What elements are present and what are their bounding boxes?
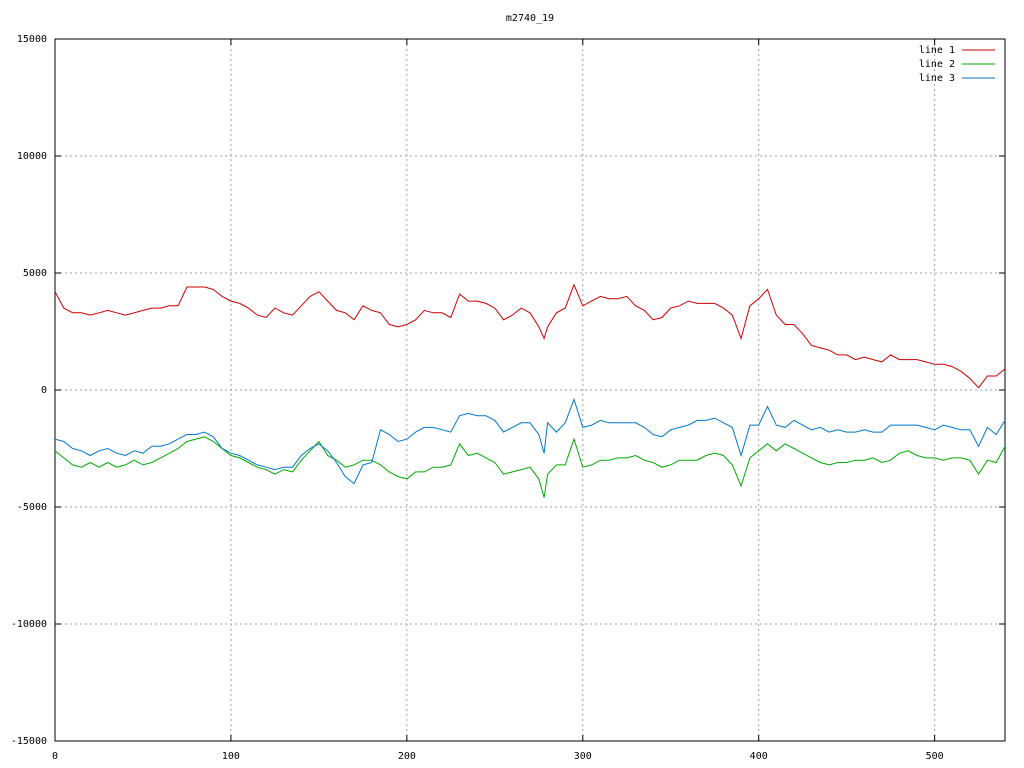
y-tick-label: 15000 — [17, 34, 47, 45]
legend-label: line 3 — [919, 73, 955, 84]
x-tick-label: 0 — [52, 751, 58, 762]
x-tick-label: 400 — [750, 751, 768, 762]
x-tick-label: 200 — [398, 751, 416, 762]
series-line — [54, 397, 1006, 485]
y-tick-label: -10000 — [11, 619, 47, 630]
y-tick-label: 5000 — [23, 268, 47, 279]
x-tick-label: 300 — [574, 751, 592, 762]
legend-label: line 1 — [919, 45, 955, 56]
legend-label: line 2 — [919, 59, 955, 70]
y-tick-label: -15000 — [11, 736, 47, 747]
y-tick-label: -5000 — [17, 502, 47, 513]
y-tick-label: 10000 — [17, 151, 47, 162]
x-tick-label: 500 — [926, 751, 944, 762]
series-line — [54, 436, 1006, 498]
chart-title: m2740_19 — [506, 13, 554, 24]
x-tick-label: 100 — [222, 751, 240, 762]
series-line — [54, 283, 1006, 389]
y-tick-label: 0 — [41, 385, 47, 396]
plot-border — [54, 38, 1006, 742]
